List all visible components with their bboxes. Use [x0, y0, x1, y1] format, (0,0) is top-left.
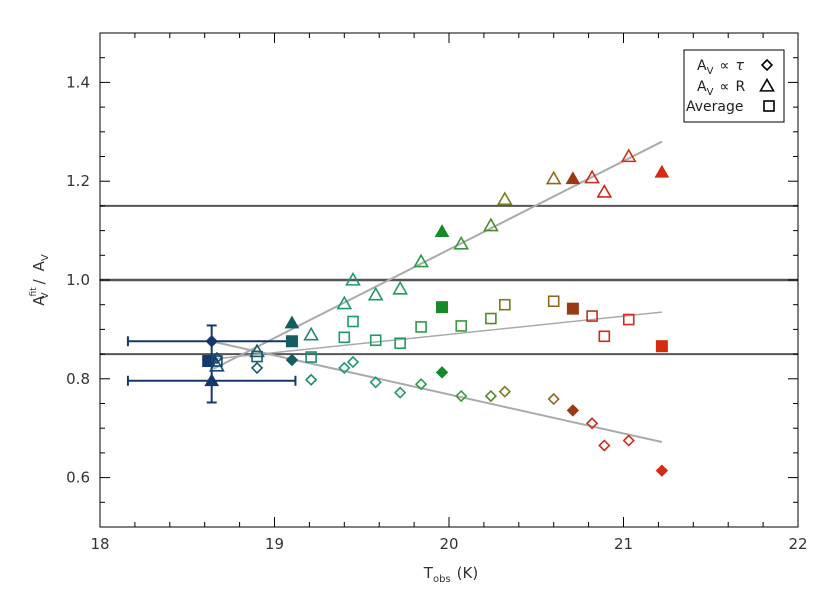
data-point-diamond	[547, 392, 560, 406]
data-point-square	[394, 337, 406, 350]
data-point-diamond	[455, 389, 468, 403]
data-point-square	[436, 301, 449, 314]
data-point-square	[547, 295, 560, 308]
data-point-square	[415, 321, 427, 333]
data-point-diamond	[435, 366, 449, 379]
legend-label-triangle: AV ∝ R	[697, 79, 745, 98]
data-point-square	[338, 331, 351, 344]
data-point-triangle	[483, 217, 499, 232]
axis-ticks	[99, 32, 799, 528]
legend-marker-shape	[763, 100, 775, 112]
data-point-square	[655, 340, 668, 353]
data-point-square	[499, 298, 511, 311]
x-tick-label: 18	[90, 535, 109, 553]
data-point-square	[455, 320, 468, 332]
data-point-diamond	[394, 386, 407, 399]
data-point-square	[305, 351, 317, 363]
data-point-diamond	[369, 376, 382, 389]
x-tick-label: 22	[788, 535, 807, 553]
data-point-triangle	[545, 170, 562, 185]
data-point-square	[369, 334, 382, 347]
y-axis-label: AfitV/AV	[29, 254, 51, 306]
data-point-triangle	[596, 183, 613, 198]
data-point-diamond	[566, 404, 580, 417]
data-point-diamond	[346, 355, 360, 369]
data-point-diamond	[250, 361, 264, 375]
legend-marker-shape	[759, 77, 775, 92]
legend-box	[683, 49, 785, 123]
data-point-triangle	[413, 253, 429, 268]
legend-label-diamond: AV ∝ τ	[697, 58, 744, 77]
legend-label-average: Average	[686, 99, 744, 115]
data-point-diamond	[655, 464, 669, 477]
data-point-diamond	[285, 353, 299, 367]
data-point-triangle	[367, 286, 384, 301]
data-point-diamond	[484, 389, 498, 403]
data-point-square	[485, 312, 497, 325]
legend-marker-diamond	[760, 58, 774, 72]
data-point-triangle	[209, 357, 225, 372]
x-tick-label: 21	[614, 535, 633, 553]
data-point-diamond	[205, 335, 218, 348]
data-point-diamond	[622, 434, 635, 447]
data-point-square	[251, 350, 263, 363]
x-tick-label: 19	[265, 535, 284, 553]
data-point-diamond	[414, 378, 428, 391]
data-point-square	[202, 355, 215, 368]
data-point-triangle	[584, 169, 600, 184]
data-point-square	[285, 335, 298, 348]
data-point-triangle	[434, 224, 450, 237]
data-point-triangle	[453, 235, 470, 250]
legend-marker-shape	[760, 58, 774, 72]
data-point-diamond	[585, 417, 599, 430]
data-point-triangle	[204, 373, 220, 387]
y-tick-label: 1.0	[66, 271, 90, 289]
data-point-triangle	[392, 280, 409, 295]
data-point-triangle	[345, 271, 361, 286]
data-points	[202, 148, 670, 477]
data-point-triangle	[565, 171, 581, 185]
data-point-diamond	[598, 439, 611, 452]
y-tick-label: 1.2	[66, 172, 90, 190]
data-point-triangle	[284, 315, 300, 329]
data-point-triangle	[654, 164, 670, 178]
x-tick-labels: 18 19 20 21 22	[90, 535, 807, 553]
data-point-triangle	[496, 191, 513, 206]
y-tick-label: 0.8	[66, 370, 90, 388]
data-point-square	[347, 315, 359, 328]
legend-marker-square	[763, 100, 775, 112]
data-point-triangle	[620, 148, 637, 163]
data-point-square	[622, 313, 635, 326]
data-point-diamond	[498, 385, 511, 398]
legend: AV ∝ τ AV ∝ R Average	[683, 49, 785, 123]
data-point-square	[211, 355, 223, 367]
data-point-triangle	[336, 295, 353, 310]
data-point-diamond	[305, 373, 318, 386]
data-point-square	[586, 310, 598, 322]
x-axis-label: Tobs (K)	[423, 564, 478, 585]
data-point-triangle	[303, 326, 320, 341]
data-point-diamond	[338, 361, 351, 375]
legend-marker-triangle	[759, 77, 775, 92]
data-point-square	[566, 302, 579, 315]
data-point-square	[598, 330, 611, 343]
y-tick-label: 0.6	[66, 469, 90, 487]
y-tick-labels: 0.6 0.8 1.0 1.2 1.4	[66, 73, 90, 486]
x-tick-label: 20	[439, 535, 458, 553]
y-tick-label: 1.4	[66, 73, 90, 91]
